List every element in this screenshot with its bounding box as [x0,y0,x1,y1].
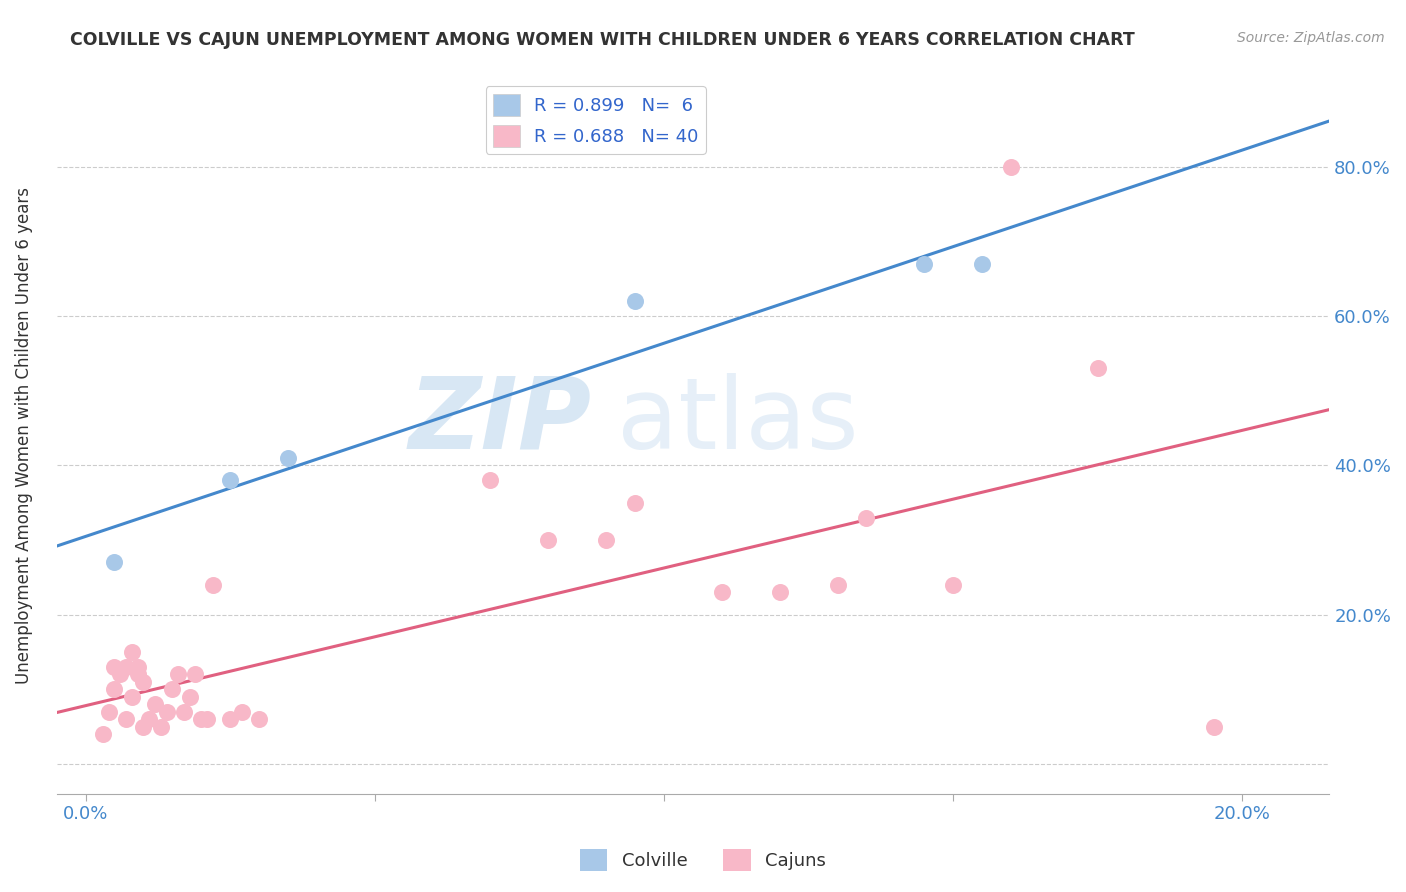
Point [855,510,877,524]
Point [143,697,166,711]
Point [121,645,143,659]
Point [155,705,177,719]
Point [121,690,143,704]
Point [1087,361,1109,376]
Point [219,473,242,487]
Point [127,660,149,674]
Point [132,719,155,733]
Text: atlas: atlas [617,373,858,470]
Point [219,712,242,726]
Point [103,682,125,697]
Legend: Colville, Cajuns: Colville, Cajuns [572,842,834,879]
Point [91,727,114,741]
Y-axis label: Unemployment Among Women with Children Under 6 years: Unemployment Among Women with Children U… [15,187,32,684]
Point [201,578,224,592]
Point [97,705,120,719]
Point [127,667,149,681]
Text: COLVILLE VS CAJUN UNEMPLOYMENT AMONG WOMEN WITH CHILDREN UNDER 6 YEARS CORRELATI: COLVILLE VS CAJUN UNEMPLOYMENT AMONG WOM… [70,31,1135,49]
Point [103,555,125,569]
Text: Source: ZipAtlas.com: Source: ZipAtlas.com [1237,31,1385,45]
Point [624,294,647,309]
Point [162,682,184,697]
Point [110,667,132,681]
Point [167,667,190,681]
Point [103,660,125,674]
Point [1202,719,1225,733]
Point [247,712,270,726]
Point [1000,160,1022,174]
Point [769,585,792,599]
Point [184,667,207,681]
Point [149,719,172,733]
Point [179,690,201,704]
Point [231,705,253,719]
Point [195,712,218,726]
Point [912,257,935,271]
Point [115,660,138,674]
Point [132,674,155,689]
Point [972,257,994,271]
Point [827,578,849,592]
Text: ZIP: ZIP [408,373,591,470]
Legend: R = 0.899   N=  6, R = 0.688   N= 40: R = 0.899 N= 6, R = 0.688 N= 40 [485,87,706,154]
Point [138,712,160,726]
Point [710,585,733,599]
Point [537,533,560,547]
Point [190,712,212,726]
Point [624,496,647,510]
Point [115,712,138,726]
Point [173,705,195,719]
Point [277,450,299,465]
Point [479,473,502,487]
Point [595,533,617,547]
Point [942,578,965,592]
